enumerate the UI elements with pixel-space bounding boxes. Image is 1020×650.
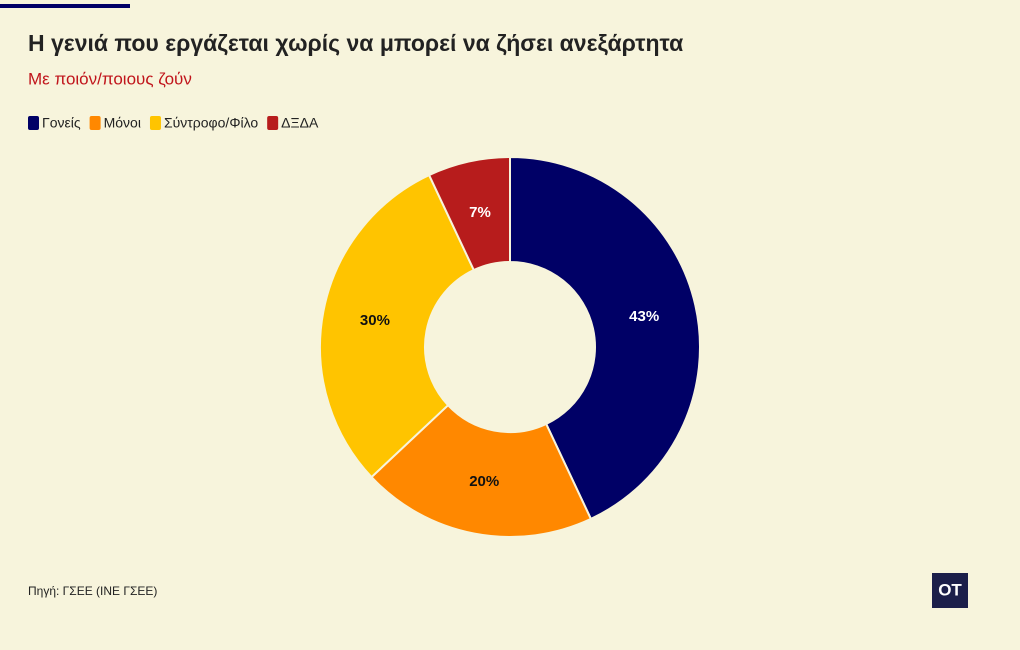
chart-title: Η γενιά που εργάζεται χωρίς να μπορεί να… [28,30,683,56]
legend-label: Σύντροφο/Φίλο [164,115,258,131]
donut-slice [427,155,511,272]
legend-swatch [149,116,161,130]
logo-box [932,573,968,608]
legend-label: Μόνοι [104,115,141,131]
value-label: 30% [360,312,390,329]
legend-swatch [28,116,39,130]
donut-slice [509,155,701,521]
chart-subtitle: Με ποιόν/ποιους ζούν [28,69,192,88]
legend-swatch [89,116,101,130]
value-label: 43% [629,308,659,325]
donut: 43% 20% 30% 7% [319,155,701,538]
legend-label: ΔΞΔΑ [281,115,319,131]
legend: Γονείς Μόνοι Σύντροφο/Φίλο ΔΞΔΑ [28,115,319,131]
donut-slice [370,403,593,538]
donut-slice [319,173,476,479]
legend-label: Γονείς [42,115,81,131]
logo: OT [938,580,962,599]
value-label: 7% [469,204,491,221]
accent-bar [0,4,130,8]
source: Πηγή: ΓΣΕΕ (ΙΝΕ ΓΣΕΕ) [28,584,157,598]
legend-swatch [267,116,279,130]
value-label: 20% [469,473,499,490]
